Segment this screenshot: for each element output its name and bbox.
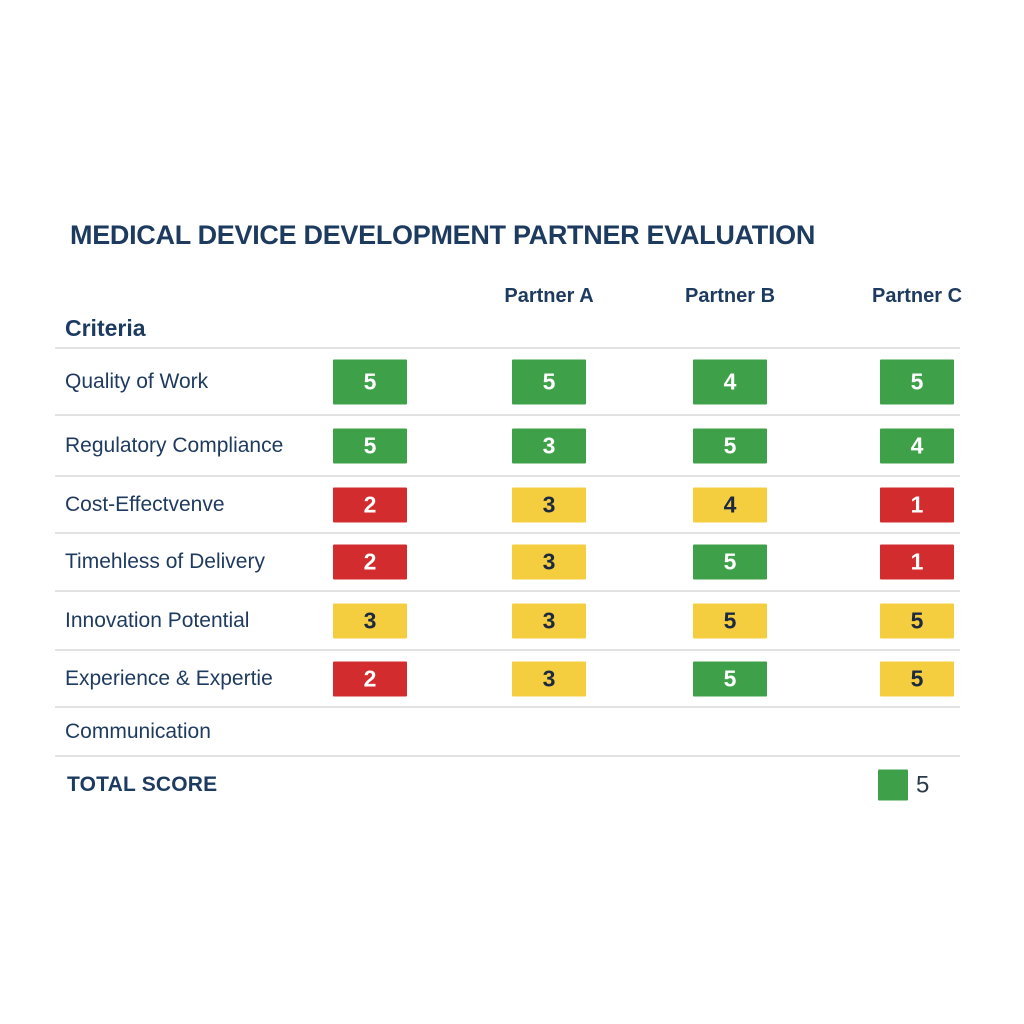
legend-color-swatch [878, 769, 908, 801]
table-row: Innovation Potential 3 3 5 5 [55, 590, 960, 649]
partner-column-header: Partner A [504, 285, 594, 307]
score-cell: 1 [880, 487, 954, 522]
score-cell: 3 [512, 428, 586, 463]
table-row: Communication [55, 706, 960, 755]
score-cell: 2 [333, 487, 407, 522]
total-score-legend: 5 [878, 769, 930, 801]
total-score-row: TOTAL SCORE 5 [55, 755, 960, 813]
total-score-label: TOTAL SCORE [67, 773, 218, 796]
score-cell: 4 [693, 487, 767, 522]
score-cell: 1 [880, 544, 954, 580]
table-row: Regulatory Compliance 5 3 5 4 [55, 414, 960, 475]
score-cell: 3 [512, 603, 586, 638]
partner-column-header: Partner C [871, 285, 963, 307]
score-cell: 5 [693, 603, 767, 638]
score-cell: 5 [880, 603, 954, 638]
criteria-column-header: Criteria [65, 315, 146, 341]
table-row: Timehless of Delivery 2 3 5 1 [55, 532, 960, 590]
score-cell: 5 [333, 428, 407, 463]
page-title: MEDICAL DEVICE DEVELOPMENT PARTNER EVALU… [70, 220, 816, 250]
score-cell: 4 [880, 428, 954, 463]
score-cell: 5 [693, 661, 767, 696]
score-cell: 4 [693, 359, 767, 404]
table-header-row: Criteria Partner A Partner B Partner C [55, 285, 963, 347]
table-row: Quality of Work 5 5 4 5 [55, 347, 960, 414]
score-cell: 5 [512, 359, 586, 404]
score-cell: 5 [880, 359, 954, 404]
legend-value: 5 [916, 771, 930, 798]
criteria-label: Timehless of Delivery [65, 550, 265, 573]
score-cell: 2 [333, 661, 407, 696]
score-cell: 3 [512, 661, 586, 696]
score-cell: 5 [880, 661, 954, 696]
evaluation-table: Criteria Partner A Partner B Partner C Qua… [55, 285, 963, 813]
table-row: Experience & Expertie 2 3 5 5 [55, 649, 960, 706]
criteria-label: Regulatory Compliance [65, 433, 284, 457]
criteria-label: Communication [65, 719, 211, 743]
criteria-label: Quality of Work [65, 369, 209, 393]
criteria-label: Cost-Effectvenve [65, 492, 225, 516]
score-cell: 5 [693, 544, 767, 580]
score-cell: 5 [333, 359, 407, 404]
criteria-label: Innovation Potential [65, 608, 250, 632]
partner-column-header: Partner B [684, 285, 776, 307]
table-row: Cost-Effectvenve 2 3 4 1 [55, 475, 960, 532]
score-cell: 3 [333, 603, 407, 638]
score-cell: 3 [512, 544, 586, 580]
score-cell: 5 [693, 428, 767, 463]
table-body: Quality of Work 5 5 4 5 Regulatory Compliance… [55, 347, 960, 755]
score-cell: 2 [333, 544, 407, 580]
criteria-label: Experience & Expertie [65, 666, 273, 690]
score-cell: 3 [512, 487, 586, 522]
